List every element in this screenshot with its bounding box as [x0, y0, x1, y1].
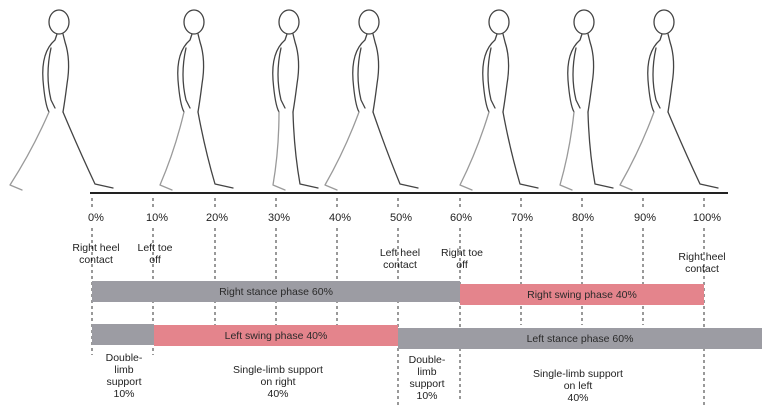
pct-10: 10% [145, 212, 169, 224]
pct-50: 50% [389, 212, 413, 224]
bar-right-swing: Right swing phase 40% [460, 284, 704, 305]
bar-right-stance: Right stance phase 60% [92, 281, 460, 302]
support-single-left: Single-limb support on left 40% [533, 368, 623, 404]
bar-left-swing-label: Left swing phase 40% [224, 329, 328, 342]
support-double-2: Double- limb support 10% [408, 354, 446, 402]
pct-0: 0% [88, 212, 104, 224]
pct-60: 60% [449, 212, 473, 224]
bar-left-stance: Left stance phase 60% [398, 328, 762, 349]
walking-figure [324, 9, 419, 191]
support-single-right: Single-limb support on right 40% [233, 364, 323, 400]
event-right-heel-contact-start: Right heel contact [72, 242, 120, 266]
pct-30: 30% [267, 212, 291, 224]
walking-figure [159, 9, 234, 191]
walking-figure [619, 9, 719, 191]
bar-left-swing: Left swing phase 40% [154, 325, 398, 346]
support-double-1: Double- limb support 10% [105, 352, 143, 400]
pct-20: 20% [205, 212, 229, 224]
pct-80: 80% [571, 212, 595, 224]
pct-90: 90% [633, 212, 657, 224]
bar-left-stance-label: Left stance phase 60% [526, 332, 634, 345]
event-left-heel-contact: Left heel contact [379, 247, 421, 271]
pct-40: 40% [328, 212, 352, 224]
bar-left-stance-start [92, 324, 154, 345]
event-right-heel-contact-end: Right heel contact [678, 251, 726, 275]
event-right-toe-off: Right toe off [440, 247, 484, 271]
bar-right-stance-label: Right stance phase 60% [219, 285, 333, 298]
walking-figure [559, 9, 614, 191]
bar-right-swing-label: Right swing phase 40% [527, 288, 637, 301]
pct-70: 70% [510, 212, 534, 224]
pct-100: 100% [692, 212, 722, 224]
walking-figure [459, 9, 539, 191]
walking-figure [272, 9, 319, 191]
event-left-toe-off: Left toe off [137, 242, 173, 266]
walking-figure [9, 9, 114, 191]
